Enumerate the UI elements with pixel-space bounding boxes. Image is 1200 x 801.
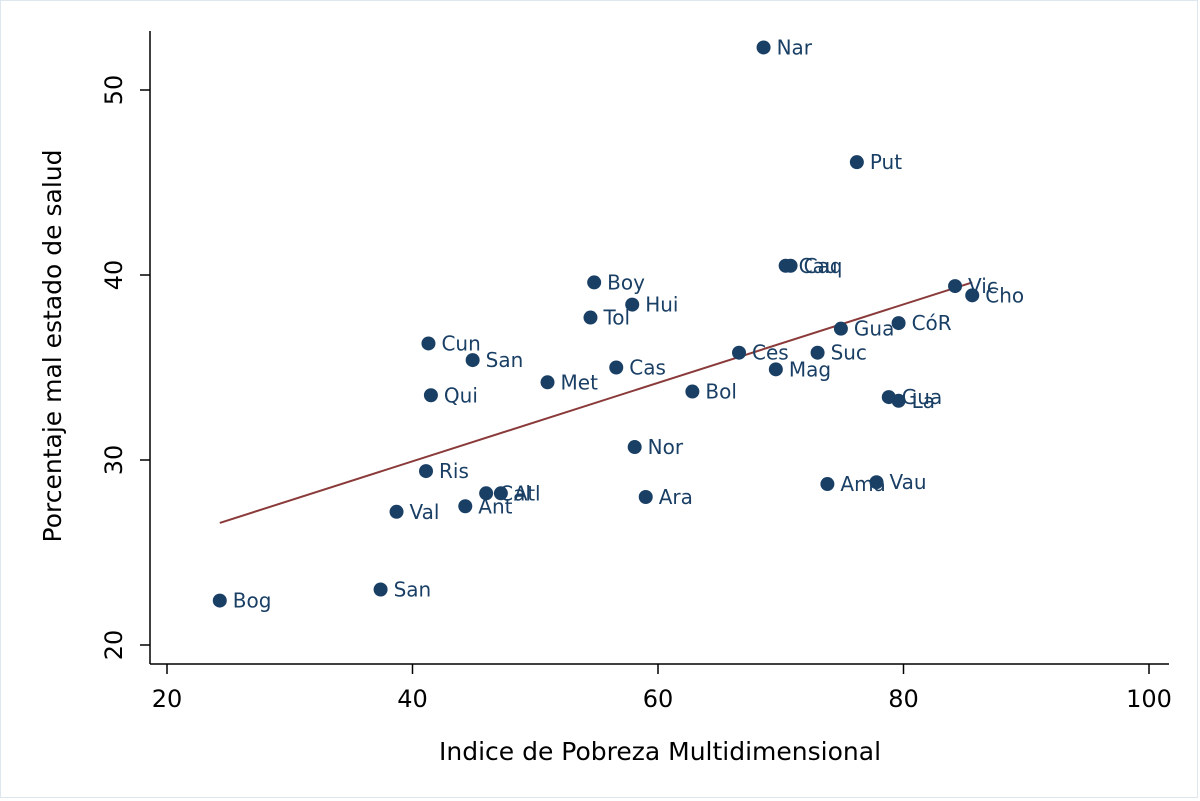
data-point-label: Bog bbox=[233, 589, 272, 613]
data-point bbox=[820, 477, 835, 492]
data-point-label: San bbox=[486, 348, 524, 372]
y-tick-label: 20 bbox=[100, 630, 128, 661]
data-point-label: Nor bbox=[648, 435, 684, 459]
data-point bbox=[583, 310, 598, 325]
data-point bbox=[423, 388, 438, 403]
data-point-label: Tol bbox=[602, 306, 630, 330]
data-point-label: Caq bbox=[804, 254, 843, 278]
x-tick-label: 80 bbox=[888, 685, 919, 713]
data-point bbox=[891, 316, 906, 331]
data-point bbox=[768, 362, 783, 377]
data-point-label: Mag bbox=[789, 357, 831, 381]
y-tick-label: 30 bbox=[100, 445, 128, 476]
data-point bbox=[212, 593, 227, 608]
data-point-label: Put bbox=[870, 150, 902, 174]
data-point-label: Cho bbox=[985, 283, 1024, 307]
points-group: Bog SanValRisQuiCunSanAntCalAtlMetTolBoyC… bbox=[212, 35, 1024, 613]
x-tick-label: 20 bbox=[152, 685, 183, 713]
data-point bbox=[833, 321, 848, 336]
x-axis-title: Indice de Pobreza Multidimensional bbox=[439, 737, 881, 766]
data-point bbox=[965, 288, 980, 303]
x-tick-label: 40 bbox=[397, 685, 428, 713]
fit-line-group bbox=[219, 281, 973, 524]
data-point-label: Ara bbox=[659, 485, 693, 509]
x-tick-label: 60 bbox=[643, 685, 674, 713]
data-point-label: Gua bbox=[854, 317, 894, 341]
y-axis-title: Porcentaje mal estado de salud bbox=[38, 150, 67, 543]
data-point bbox=[810, 345, 825, 360]
y-tick-label: 50 bbox=[100, 75, 128, 106]
data-point-label: Val bbox=[410, 500, 440, 524]
data-point bbox=[625, 297, 640, 312]
data-point bbox=[419, 464, 434, 479]
data-point bbox=[373, 582, 388, 597]
data-point-label: San bbox=[394, 578, 432, 602]
axes: 20 40 60 80 100 20 30 40 50 bbox=[100, 31, 1172, 713]
x-tick-label: 100 bbox=[1126, 685, 1172, 713]
data-point bbox=[479, 486, 494, 501]
data-point-label: Bol bbox=[705, 380, 737, 404]
data-point-label: Hui bbox=[645, 293, 678, 317]
data-point bbox=[587, 275, 602, 290]
data-point-label: Met bbox=[561, 370, 599, 394]
data-point-label: Qui bbox=[444, 383, 478, 407]
fit-line bbox=[219, 281, 973, 524]
data-point bbox=[948, 279, 963, 294]
data-point-label: Cau bbox=[799, 254, 838, 278]
data-point-label: Suc bbox=[831, 341, 867, 365]
data-point bbox=[783, 258, 798, 273]
data-point-label: Boy bbox=[607, 270, 645, 294]
data-point-label: Vau bbox=[889, 470, 926, 494]
data-point bbox=[458, 499, 473, 514]
data-point-label: Nar bbox=[777, 35, 813, 59]
data-point bbox=[389, 504, 404, 519]
data-point bbox=[465, 353, 480, 368]
data-point bbox=[627, 440, 642, 455]
data-point bbox=[756, 40, 771, 55]
y-tick-label: 40 bbox=[100, 260, 128, 291]
data-point-label: Cun bbox=[441, 331, 480, 355]
data-point bbox=[869, 475, 884, 490]
data-point-label: Atl bbox=[514, 481, 541, 505]
data-point bbox=[540, 375, 555, 390]
data-point bbox=[609, 360, 624, 375]
data-point bbox=[638, 490, 653, 504]
data-point-label: Ris bbox=[439, 459, 469, 483]
data-point bbox=[493, 486, 508, 501]
data-point bbox=[891, 393, 906, 408]
data-point-label: Gua bbox=[902, 385, 942, 409]
data-point-label: CóR bbox=[912, 311, 952, 335]
data-point-label: Cas bbox=[629, 356, 666, 380]
data-point-label: Ces bbox=[752, 341, 789, 365]
data-point bbox=[421, 336, 436, 351]
data-point bbox=[685, 384, 700, 399]
data-point bbox=[732, 345, 747, 360]
data-point bbox=[849, 155, 864, 170]
data-point-label: La bbox=[912, 389, 935, 413]
